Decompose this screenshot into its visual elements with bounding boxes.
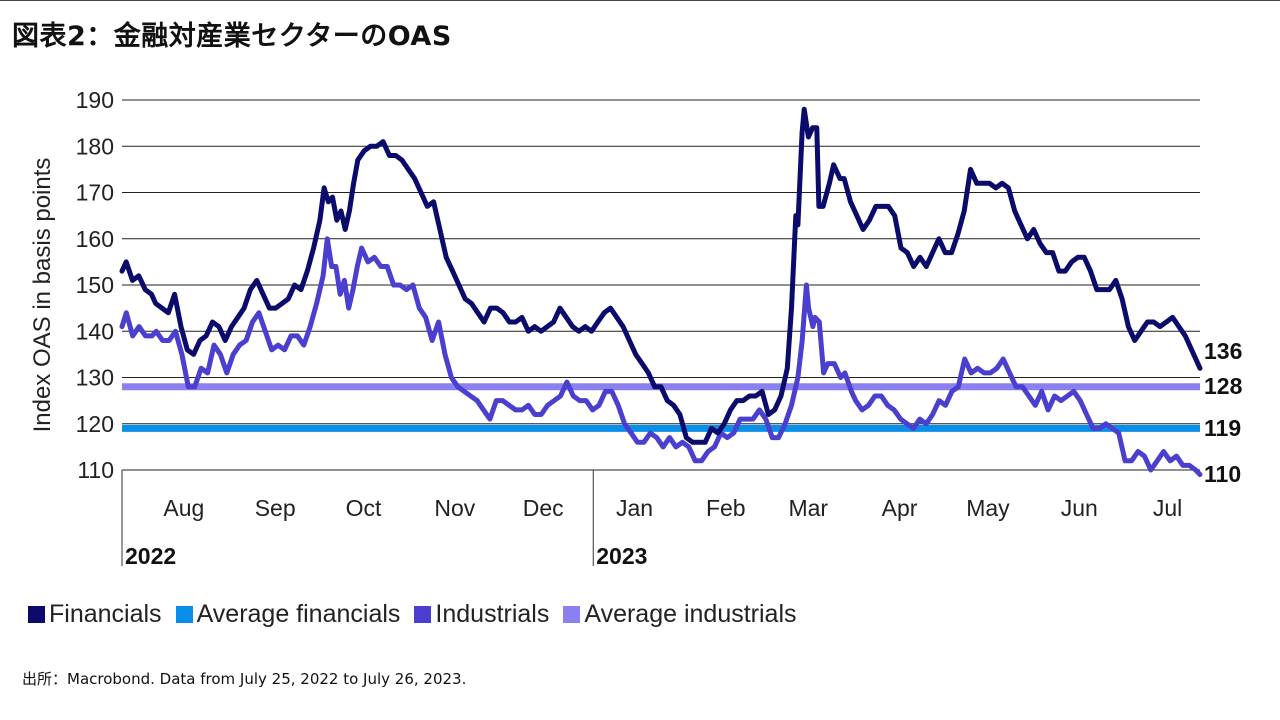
- y-tick-label: 140: [76, 318, 114, 344]
- legend-label-average-financials: Average financials: [196, 600, 401, 628]
- series-line-industrials: [119, 236, 1203, 478]
- legend-item-industrials: Industrials: [414, 600, 549, 629]
- x-tick-label: Jul: [1153, 495, 1182, 521]
- year-label: 2023: [596, 543, 647, 569]
- oas-line-chart: 110 120 130 140 150 160 170 180 190 Index OAS in …: [29, 87, 1243, 569]
- x-tick-label: Aug: [163, 495, 204, 521]
- y-tick-label: 130: [76, 365, 114, 391]
- legend-label-average-industrials: Average industrials: [584, 600, 797, 628]
- legend-swatch-financials: [28, 606, 45, 623]
- legend-item-average-financials: Average financials: [175, 600, 401, 629]
- y-tick-label: 120: [76, 411, 114, 437]
- x-tick-label: Jan: [616, 495, 653, 521]
- legend-label-industrials: Industrials: [435, 600, 550, 628]
- top-rule: [0, 0, 1280, 1]
- legend-swatch-average-industrials: [563, 606, 581, 623]
- source-note: 出所：Macrobond. Data from July 25, 2022 to…: [22, 670, 467, 688]
- x-tick-label: Dec: [523, 495, 564, 521]
- y-tick-label: 150: [76, 272, 114, 298]
- legend-swatch-industrials: [414, 606, 432, 623]
- series-line-financials: [119, 106, 1203, 445]
- x-tick-label: Nov: [434, 495, 475, 521]
- x-tick-label: May: [966, 495, 1010, 521]
- y-axis-title: Index OAS in basis points: [29, 158, 56, 433]
- x-tick-label: Feb: [706, 495, 746, 521]
- year-label: 2022: [125, 543, 176, 569]
- x-tick-label: Jun: [1061, 495, 1098, 521]
- legend-item-financials: Financials: [28, 600, 162, 629]
- page-title: 図表2：金融対産業セクターのOAS: [12, 21, 452, 52]
- y-tick-label: 110: [77, 457, 114, 483]
- x-tick-label: Apr: [882, 495, 918, 521]
- end-label-financials: 136: [1204, 338, 1242, 364]
- y-tick-label: 160: [76, 226, 114, 252]
- x-tick-label: Oct: [346, 495, 382, 521]
- y-tick-label: 190: [76, 87, 114, 113]
- legend-item-average-industrials: Average industrials: [563, 600, 797, 629]
- chart-legend: Financials Average financials Industrial…: [28, 600, 811, 629]
- end-label-average-financials: 119: [1204, 415, 1241, 441]
- y-tick-label: 180: [76, 133, 114, 159]
- x-tick-label: Sep: [255, 495, 296, 521]
- y-tick-label: 170: [76, 180, 114, 206]
- legend-label-financials: Financials: [49, 600, 162, 628]
- legend-swatch-average-financials: [175, 606, 193, 623]
- end-label-average-industrials: 128: [1204, 373, 1243, 399]
- x-tick-label: Mar: [788, 495, 828, 521]
- end-label-industrials: 110: [1204, 461, 1241, 487]
